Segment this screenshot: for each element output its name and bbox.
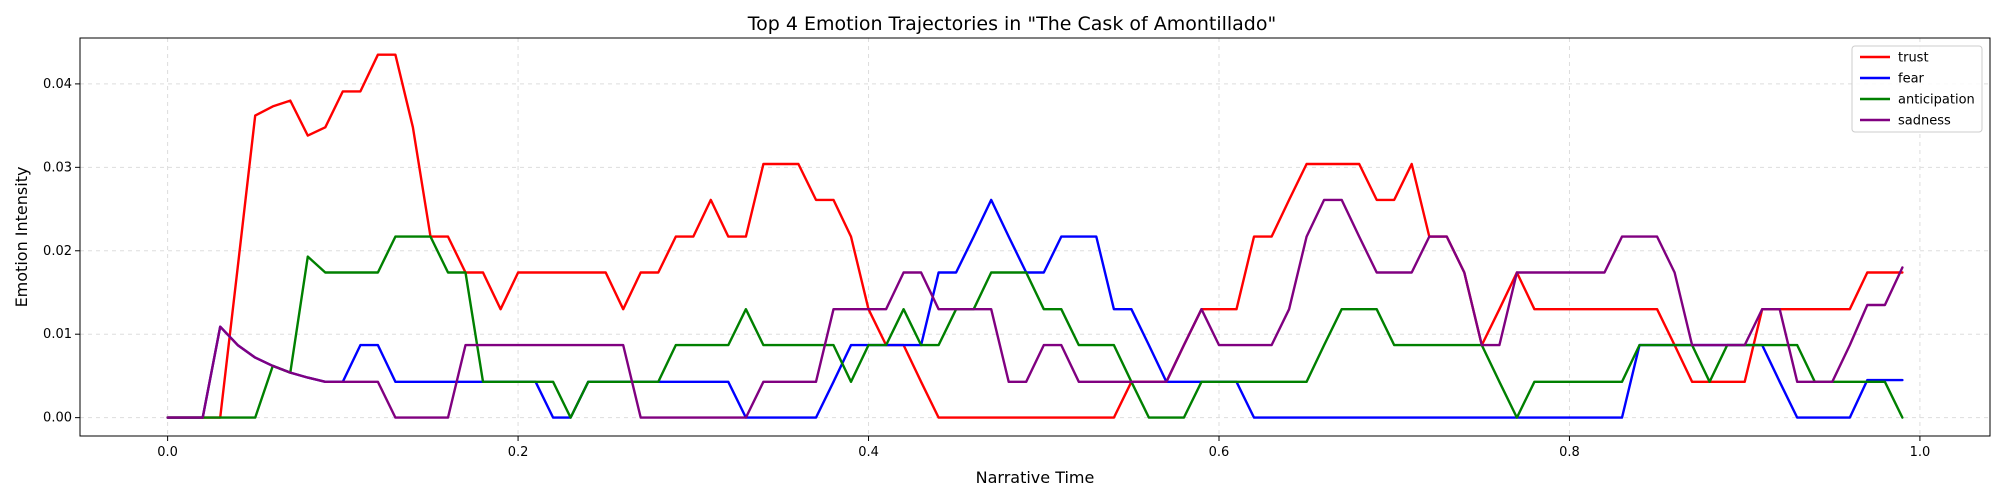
x-tick-label: 0.4 [858, 445, 879, 460]
y-axis-label: Emotion Intensity [12, 167, 31, 308]
x-tick-label: 0.2 [508, 445, 529, 460]
x-axis-ticks: 0.0 0.2 0.4 0.6 0.8 1.0 [157, 436, 1930, 460]
x-tick-label: 0.6 [1209, 445, 1230, 460]
series-line-trust [166, 53, 1904, 419]
x-tick-label: 0.8 [1559, 445, 1580, 460]
legend-box [1851, 45, 1983, 133]
plot-area-frame [79, 37, 1991, 437]
legend-label-fear: fear [1898, 72, 1925, 87]
series-line-anticipation [166, 235, 1904, 419]
x-axis-label: Narrative Time [976, 468, 1095, 487]
y-tick-label: 0.03 [43, 160, 72, 175]
y-tick-label: 0.00 [43, 411, 72, 426]
y-tick-label: 0.04 [43, 77, 72, 92]
legend-label-sadness: sadness [1898, 114, 1951, 129]
legend-label-anticipation: anticipation [1898, 93, 1975, 108]
x-tick-label: 0.0 [157, 445, 178, 460]
x-tick-label: 1.0 [1910, 445, 1931, 460]
series-lines [166, 53, 1904, 419]
legend: trust fear anticipation sadness [1851, 45, 1983, 133]
y-tick-label: 0.01 [43, 327, 72, 342]
y-tick-label: 0.02 [43, 244, 72, 259]
y-axis-ticks: 0.00 0.01 0.02 0.03 0.04 [43, 77, 80, 426]
chart-title: Top 4 Emotion Trajectories in "The Cask … [747, 13, 1276, 35]
legend-label-trust: trust [1898, 51, 1929, 66]
series-line-sadness [166, 198, 1904, 419]
